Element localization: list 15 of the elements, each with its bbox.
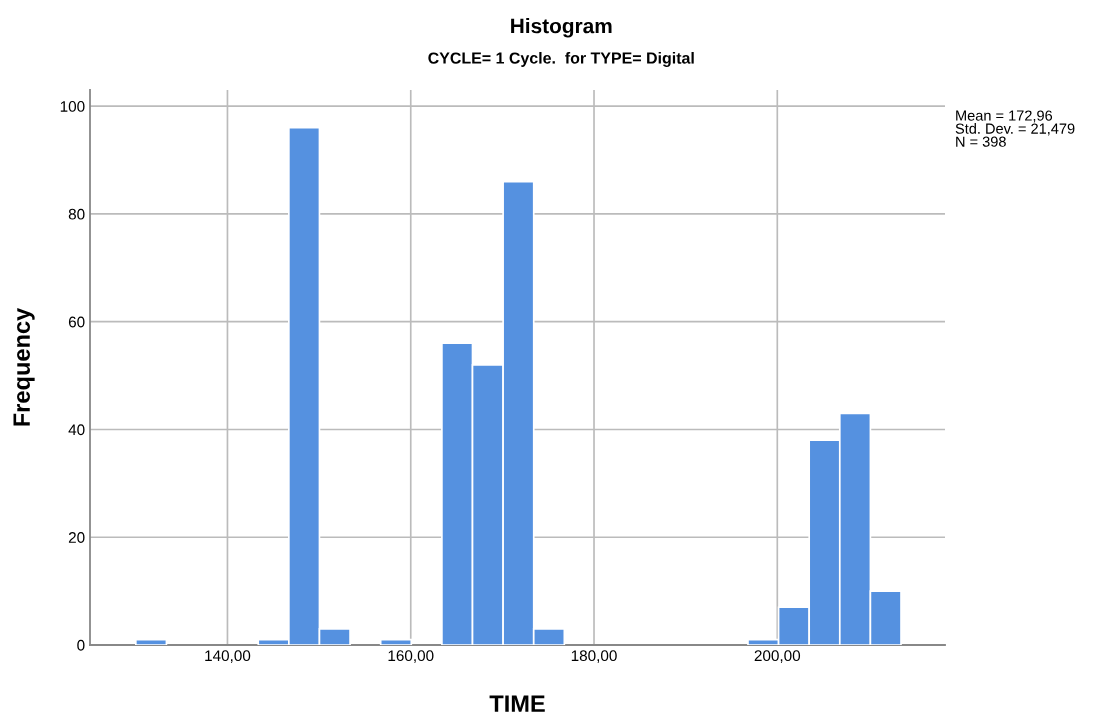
y-tick-label: 100 [60, 101, 85, 112]
x-tick-label: 180,00 [571, 650, 617, 663]
chart-title: Histogram [511, 18, 612, 38]
y-axis-title: Frequency [13, 307, 35, 426]
y-tick-label: 80 [68, 208, 85, 220]
x-axis-title: TIME [489, 695, 545, 712]
chart-subtitle: CYCLE= 1 Cycle. for TYPE= Digital [428, 52, 694, 67]
x-tick-label: 140,00 [205, 650, 251, 663]
x-tick-label: 160,00 [388, 650, 434, 663]
text: Mean = 172,96 Std. Dev. = 21,479 N = 398 [955, 110, 1075, 147]
y-tick-label: 40 [68, 424, 85, 436]
y-tick-label: 0 [77, 639, 85, 651]
y-tick-label: 20 [68, 532, 85, 543]
x-tick-label: 200,00 [754, 650, 801, 663]
y-tick-label: 60 [68, 316, 85, 328]
